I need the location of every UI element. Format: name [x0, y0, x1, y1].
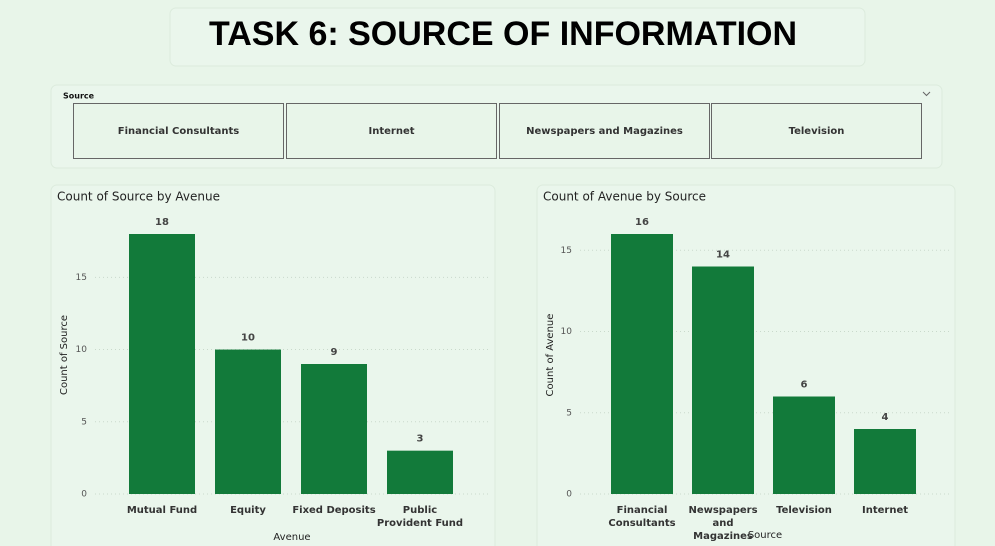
x-tick-label: Mutual Fund: [126, 505, 198, 516]
slicer-option[interactable]: Newspapers and Magazines: [499, 103, 710, 159]
data-label: 4: [882, 412, 889, 423]
y-tick-label: 10: [561, 327, 573, 337]
y-tick-label: 0: [566, 490, 572, 500]
y-axis-title: Count of Avenue: [545, 314, 556, 397]
x-tick-label: Internet: [861, 505, 908, 516]
bar: [773, 396, 835, 494]
y-axis-title: Count of Source: [59, 315, 70, 395]
bar: [692, 266, 754, 494]
chart-title: Count of Avenue by Source: [543, 190, 706, 204]
x-tick-label: Newspapers and Magazines: [688, 505, 758, 542]
x-tick-label: Financial Consultants: [608, 505, 676, 529]
slicer-chevron[interactable]: [922, 91, 931, 97]
slicer-option[interactable]: Television: [711, 103, 922, 159]
slicer-label: Source: [63, 92, 95, 101]
slicer-option[interactable]: Internet: [286, 103, 497, 159]
x-tick-label: Equity: [230, 505, 266, 516]
data-label: 9: [331, 347, 338, 358]
slicer-option[interactable]: Financial Consultants: [73, 103, 284, 159]
y-tick-label: 15: [76, 273, 87, 283]
data-label: 3: [417, 434, 424, 445]
x-axis-title: Source: [748, 530, 782, 541]
y-tick-label: 5: [81, 417, 87, 427]
x-tick-label: Fixed Deposits: [292, 505, 376, 516]
y-tick-label: 5: [566, 408, 572, 418]
bar: [129, 234, 195, 494]
x-axis-title: Avenue: [273, 532, 310, 543]
y-tick-label: 10: [76, 345, 88, 355]
x-tick-label: Public Provident Fund: [376, 505, 464, 529]
y-tick-label: 15: [561, 246, 572, 256]
page-title: TASK 6: SOURCE OF INFORMATION: [209, 15, 797, 53]
y-tick-label: 0: [81, 490, 87, 500]
data-label: 10: [241, 333, 255, 344]
bar: [854, 429, 916, 494]
title-box: [169, 7, 866, 67]
bar: [215, 349, 281, 494]
chart-title: Count of Source by Avenue: [57, 190, 220, 204]
bar: [387, 450, 453, 494]
data-label: 18: [155, 217, 169, 228]
data-label: 6: [801, 380, 808, 391]
bar: [611, 234, 673, 494]
bar: [301, 364, 367, 494]
x-tick-label: Television: [776, 505, 832, 516]
data-label: 16: [635, 217, 649, 228]
data-label: 14: [716, 250, 730, 261]
